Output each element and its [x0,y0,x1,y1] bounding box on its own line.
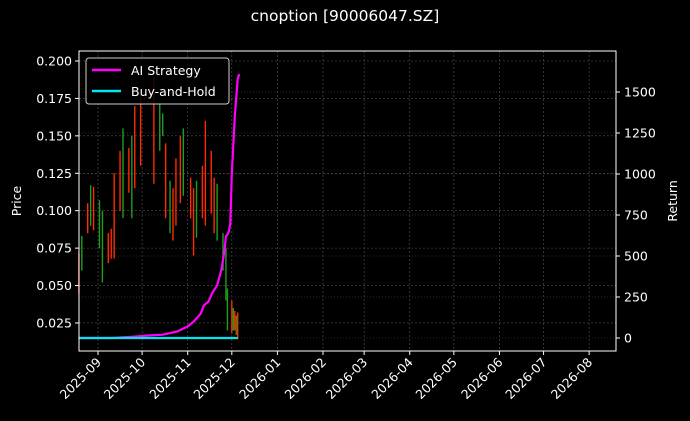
legend-label-buy-and-hold: Buy-and-Hold [131,84,216,99]
x-tick-label: 2026-01 [236,355,284,403]
y-left-tick-label: 0.200 [36,54,72,69]
legend-label-ai-strategy: AI Strategy [131,63,201,78]
y-left-tick-label: 0.025 [36,315,72,330]
x-tick-label: 2026-04 [368,354,416,402]
y-axis-right-label: Return [665,180,680,221]
y-right-tick-label: 250 [624,290,648,305]
plot-frame [78,50,617,352]
x-tick-label: 2025-11 [146,355,194,403]
x-tick-label: 2026-03 [323,355,371,403]
chart-title: cnoption [90006047.SZ] [250,7,440,25]
x-tick-label: 2026-02 [282,355,330,403]
x-tick-label: 2025-12 [190,355,238,403]
y-right-tick-label: 1250 [624,126,656,141]
y-right-tick-label: 1000 [624,167,656,182]
x-tick-label: 2026-06 [458,354,506,402]
y-right-tick-label: 1500 [624,85,656,100]
y-axis-left: 0.025 0.050 0.075 0.100 0.125 0.150 0.175 0.200 [36,54,79,330]
y-left-tick-label: 0.050 [36,278,72,293]
y-right-tick-label: 0 [624,331,632,346]
y-axis-left-label: Price [9,185,24,216]
x-tick-label: 2026-05 [412,355,460,403]
x-tick-label: 2025-09 [57,354,105,402]
y-left-tick-label: 0.150 [36,128,72,143]
y-left-tick-label: 0.125 [36,166,72,181]
y-left-tick-label: 0.175 [36,91,72,106]
x-axis: 2025-092025-102025-112025-122026-012026-… [57,351,596,403]
y-left-tick-label: 0.100 [36,203,72,218]
y-right-tick-label: 750 [624,208,648,223]
legend-box [85,57,230,105]
x-tick-label: 2026-08 [548,354,596,402]
y-right-tick-label: 500 [624,249,648,264]
x-tick-label: 2025-10 [101,354,149,402]
line-ai-strategy [78,73,241,340]
y-axis-right: 0 250 500 750 1000 1250 1500 [616,85,656,346]
legend: AI Strategy Buy-and-Hold [85,57,230,105]
candlestick-series [78,75,239,340]
return-lines [78,73,241,340]
x-tick-label: 2026-07 [502,355,550,403]
y-left-tick-label: 0.075 [36,241,72,256]
